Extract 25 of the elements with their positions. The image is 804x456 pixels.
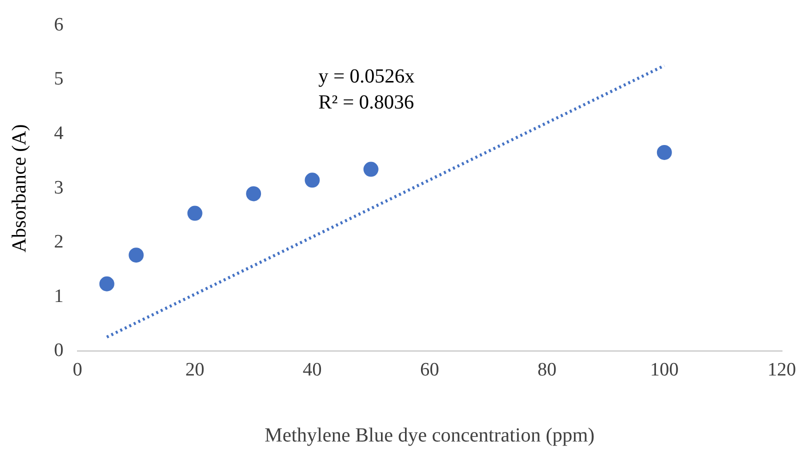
- y-tick-label: 5: [54, 68, 64, 90]
- point: [304, 172, 320, 188]
- x-tick-label: 80: [538, 360, 556, 381]
- x-tick-label: 40: [302, 360, 322, 381]
- annotation: R² = 0.8036: [318, 92, 414, 114]
- y-tick-label: 0: [54, 340, 64, 362]
- y-tick-label: 4: [54, 122, 64, 144]
- point: [246, 186, 262, 202]
- point: [128, 248, 144, 263]
- annotation: y = 0.0526x: [318, 66, 415, 88]
- y-tick-label: 1: [54, 286, 64, 307]
- x-tick-label: 0: [72, 360, 82, 381]
- y-tick-label: 6: [54, 14, 64, 36]
- x-tick-label: 20: [185, 360, 204, 381]
- y-tick-label: 3: [54, 177, 64, 198]
- point: [99, 276, 114, 292]
- x-axis-title: Methylene Blue dye concentration (ppm): [264, 424, 595, 446]
- x-tick-label: 60: [420, 360, 440, 381]
- x-tick-label: 100: [650, 360, 679, 381]
- point: [656, 144, 672, 160]
- x-tick-label: 120: [768, 360, 796, 381]
- point: [187, 206, 202, 221]
- y-tick-label: 2: [54, 232, 64, 253]
- point: [363, 162, 378, 177]
- y-axis-title: Absorbance (A): [8, 124, 30, 252]
